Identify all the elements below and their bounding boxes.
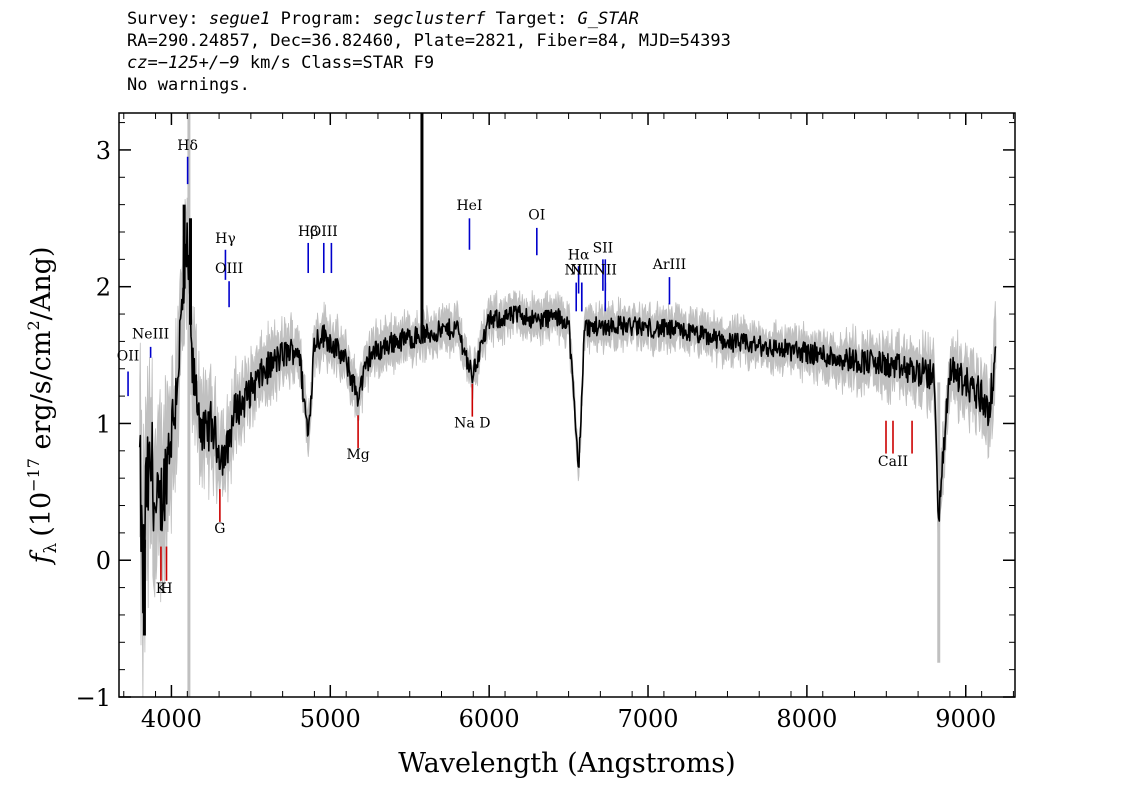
x-tick-label-2: 6000 xyxy=(459,705,520,733)
y-axis-exponent: −17 xyxy=(24,458,43,492)
y-tick-label-0: −1 xyxy=(76,684,111,712)
absorption-label-3: Mg xyxy=(346,447,369,463)
error-band-area xyxy=(139,197,997,697)
emission-label-2: Hδ xyxy=(177,138,198,154)
absorption-label-0: K xyxy=(156,581,167,597)
emission-label-13: NII xyxy=(594,262,617,278)
emission-label-9: NII xyxy=(565,262,588,278)
y-axis-subscript: λ xyxy=(41,542,61,553)
emission-label-11: NII xyxy=(570,262,593,278)
x-tick-label-1: 5000 xyxy=(300,705,361,733)
emission-label-6: OIII xyxy=(310,224,338,240)
emission-label-8: OI xyxy=(528,208,545,224)
absorption-label-4: Na D xyxy=(454,416,490,432)
x-tick-label-0: 4000 xyxy=(141,705,202,733)
y-tick-label-4: 3 xyxy=(96,137,111,165)
header-line-coordinates: RA=290.24857, Dec=36.82460, Plate=2821, … xyxy=(127,31,731,51)
y-tick-label-2: 1 xyxy=(96,410,111,438)
error-band xyxy=(139,113,997,697)
emission-label-5: Hβ xyxy=(298,224,318,240)
cz-value: −125+/−9 xyxy=(157,53,240,73)
y-axis-units-end: /Ang) xyxy=(26,247,57,321)
emission-label-3: Hγ xyxy=(215,231,236,247)
x-tick-label-3: 7000 xyxy=(617,705,678,733)
cz-unit: km/s xyxy=(249,53,291,73)
spectrum-header: Survey: segue1 Program: segclusterf Targ… xyxy=(127,8,1027,96)
line-labels: OIINeIIIHδHγOIIIHβOIIIHeIOINIIHαNIISIINI… xyxy=(117,138,908,597)
class-text: Class=STAR F9 xyxy=(301,53,435,73)
cz-label: cz= xyxy=(127,53,158,73)
emission-label-14: ArIII xyxy=(652,257,686,273)
absorption-label-2: G xyxy=(214,521,225,537)
program-value: segclusterf xyxy=(372,9,486,29)
flux-line xyxy=(138,222,997,614)
y-tick-label-3: 2 xyxy=(96,274,111,302)
y-axis-main: (10 xyxy=(26,492,57,537)
emission-label-7: HeI xyxy=(456,198,482,214)
y-axis-exponent-2: 2 xyxy=(24,320,43,330)
y-tick-label-1: 0 xyxy=(96,547,111,575)
axes: 4000 5000 6000 7000 8000 9000 −1 0 1 2 3 xyxy=(76,113,1015,733)
absorption-label-5: CaII xyxy=(878,454,908,470)
absorption-label-1: H xyxy=(160,581,172,597)
emission-label-0: OII xyxy=(117,349,140,365)
y-axis-title: fλ(10−17 erg/s/cm2/Ang) xyxy=(24,247,61,566)
emission-label-12: SII xyxy=(593,241,614,257)
y-axis-units: erg/s/cm xyxy=(26,331,57,459)
x-axis-title: Wavelength (Angstroms) xyxy=(398,748,735,779)
flux-series xyxy=(138,113,997,636)
header-line-survey: Survey: segue1 Program: segclusterf Targ… xyxy=(127,8,1027,30)
survey-label: Survey: xyxy=(127,9,199,29)
survey-value: segue1 xyxy=(208,9,271,29)
emission-label-10: Hα xyxy=(568,247,590,263)
header-line-warnings: No warnings. xyxy=(127,75,250,95)
plot-frame xyxy=(118,112,1016,698)
line-markers xyxy=(127,156,913,581)
target-label: Target: xyxy=(495,9,568,29)
emission-label-4: OIII xyxy=(215,261,243,277)
emission-label-1: NeIII xyxy=(132,327,169,343)
x-tick-label-5: 9000 xyxy=(935,705,996,733)
x-tick-label-4: 8000 xyxy=(776,705,837,733)
target-value: G_STAR xyxy=(577,9,639,29)
program-label: Program: xyxy=(280,9,363,29)
header-line-redshift: cz=−125+/−9 km/s Class=STAR F9 xyxy=(127,52,1027,74)
